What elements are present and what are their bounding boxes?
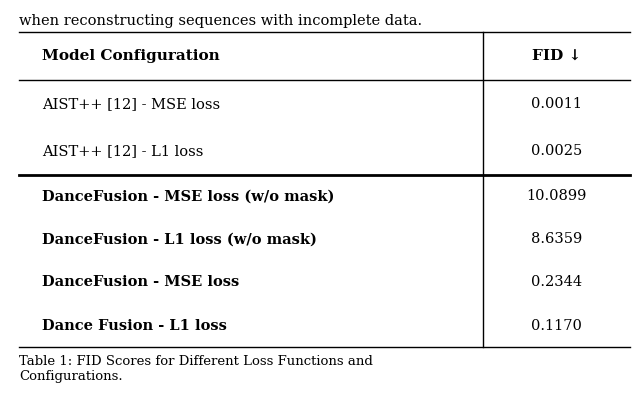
Text: 0.0011: 0.0011 [531, 97, 582, 111]
Text: AIST++ [12] - L1 loss: AIST++ [12] - L1 loss [42, 144, 203, 158]
Text: 0.0025: 0.0025 [531, 144, 582, 158]
Text: Model Configuration: Model Configuration [42, 49, 220, 63]
Text: DanceFusion - MSE loss: DanceFusion - MSE loss [42, 275, 239, 290]
Text: when reconstructing sequences with incomplete data.: when reconstructing sequences with incom… [19, 14, 422, 28]
Text: FID ↓: FID ↓ [532, 49, 581, 63]
Text: 10.0899: 10.0899 [527, 190, 587, 203]
Text: 0.2344: 0.2344 [531, 275, 582, 290]
Text: Dance Fusion - L1 loss: Dance Fusion - L1 loss [42, 318, 227, 333]
Text: DanceFusion - L1 loss (w/o mask): DanceFusion - L1 loss (w/o mask) [42, 232, 316, 247]
Text: Table 1: FID Scores for Different Loss Functions and
Configurations.: Table 1: FID Scores for Different Loss F… [19, 355, 373, 383]
Text: DanceFusion - MSE loss (w/o mask): DanceFusion - MSE loss (w/o mask) [42, 190, 334, 203]
Text: 0.1170: 0.1170 [531, 318, 582, 333]
Text: 8.6359: 8.6359 [531, 232, 582, 247]
Text: AIST++ [12] - MSE loss: AIST++ [12] - MSE loss [42, 97, 220, 111]
